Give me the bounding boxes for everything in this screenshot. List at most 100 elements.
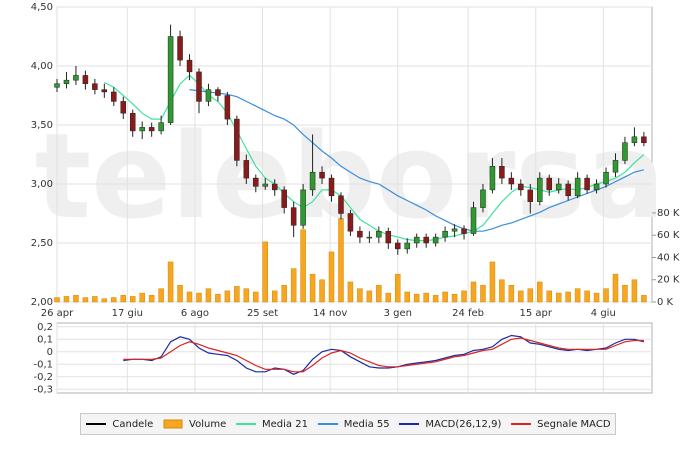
grid xyxy=(56,6,652,393)
y-tick-label: 2,00 xyxy=(31,297,53,308)
candle-body xyxy=(395,242,401,250)
volume-bar xyxy=(347,281,354,303)
y2-tick-label: 60 K xyxy=(657,230,680,241)
volume-bar xyxy=(395,273,401,303)
y2-tick-label: 20 K xyxy=(657,275,680,286)
volume-bar xyxy=(243,288,250,303)
candle-body xyxy=(376,230,382,238)
legend-item[interactable]: Media 21 xyxy=(235,419,308,430)
y-tick-label: -0,2 xyxy=(33,372,53,383)
candle-body xyxy=(177,36,183,61)
candle-body xyxy=(120,101,127,114)
x-tick-label: 15 apr xyxy=(519,308,552,319)
legend-label: Segnale MACD xyxy=(537,418,611,430)
legend-item[interactable]: Volume xyxy=(162,419,226,430)
volume-bar xyxy=(158,288,164,303)
volume-bar xyxy=(73,295,79,303)
candle-body xyxy=(271,183,278,191)
candle-body xyxy=(527,189,534,202)
y2-tick-label: 80 K xyxy=(657,208,680,219)
volume-bar xyxy=(574,288,581,303)
candle-body xyxy=(224,95,231,120)
candle-body xyxy=(480,189,486,208)
volume-bar xyxy=(518,290,524,303)
candle-body xyxy=(603,171,609,185)
volume-bar xyxy=(470,281,477,303)
x-tick-label: 4 giu xyxy=(591,308,616,319)
x-tick-label: 14 nov xyxy=(313,308,347,319)
volume-bar xyxy=(177,285,183,303)
y-tick-label: 3,50 xyxy=(31,120,53,131)
x-tick-label: 25 set xyxy=(247,308,278,319)
volume-bar xyxy=(376,285,382,303)
volume-bar xyxy=(234,286,240,303)
candle-body xyxy=(404,242,410,250)
y-tick-label: 0,1 xyxy=(37,334,53,345)
y-tick-label: 3,00 xyxy=(31,179,53,190)
candle-body xyxy=(338,195,344,214)
legend-label: Volume xyxy=(189,418,227,430)
y-tick-label: 2,50 xyxy=(31,238,53,249)
candle-body xyxy=(546,177,552,191)
volume-bar xyxy=(461,290,467,303)
volume-bar xyxy=(622,285,628,303)
candle-body xyxy=(63,79,70,84)
volume-bar xyxy=(111,297,117,303)
y-tick-label: 0 xyxy=(47,347,53,358)
candle-body xyxy=(432,236,439,244)
volume-bar xyxy=(385,292,392,303)
legend-swatch xyxy=(236,423,256,425)
volume-bar xyxy=(129,296,136,303)
volume-bar xyxy=(63,296,70,303)
candle-body xyxy=(631,136,638,143)
volume-bar xyxy=(167,261,174,303)
legend-mark xyxy=(163,419,183,429)
y-tick-label: -0,1 xyxy=(33,359,53,370)
candle-body xyxy=(489,166,496,191)
volume-bar xyxy=(499,279,505,303)
legend-item[interactable]: Media 55 xyxy=(317,419,390,430)
candle-body xyxy=(574,177,581,197)
volume-bar xyxy=(139,292,145,303)
x-tick-label: 6 ago xyxy=(181,308,209,319)
legend-item[interactable]: MACD(26,12,9) xyxy=(398,419,501,430)
candle-body xyxy=(622,142,628,161)
volume-bar xyxy=(253,291,259,303)
volume-bar xyxy=(451,293,458,303)
candle-body xyxy=(593,183,600,191)
candle-body xyxy=(300,189,306,226)
volume-bar xyxy=(300,229,306,303)
volume-bar xyxy=(641,295,647,303)
legend-swatch xyxy=(399,423,420,425)
volume-bar xyxy=(215,293,221,303)
candle-body xyxy=(385,230,392,244)
legend-label: Media 21 xyxy=(262,418,308,430)
candle-body xyxy=(537,177,543,202)
candle-body xyxy=(413,236,420,244)
volume-bar xyxy=(508,285,515,303)
candle-body xyxy=(148,127,155,132)
volume-bar xyxy=(338,218,344,303)
y-tick-label: 4,00 xyxy=(31,61,53,72)
candle-body xyxy=(92,83,98,90)
volume-bar xyxy=(527,288,534,303)
line-series xyxy=(123,334,645,375)
macd-panel xyxy=(56,322,653,394)
volume-bar xyxy=(546,290,552,303)
legend-item[interactable]: Candele xyxy=(85,419,153,430)
volume-bar xyxy=(120,295,127,303)
volume-bar xyxy=(442,291,448,303)
volume-bar xyxy=(262,241,268,303)
legend-item[interactable]: Segnale MACD xyxy=(510,418,611,430)
volume-bar xyxy=(290,268,297,303)
volume-bar xyxy=(537,281,543,303)
candle-body xyxy=(319,171,325,179)
volume-bar xyxy=(186,291,193,303)
candle-body xyxy=(234,118,240,161)
volume-bar xyxy=(319,279,325,303)
candle-body xyxy=(281,189,287,208)
y2-tick-label: 0 K xyxy=(657,297,674,308)
y-tick-label: 0,2 xyxy=(37,322,53,333)
candle-body xyxy=(215,89,221,96)
